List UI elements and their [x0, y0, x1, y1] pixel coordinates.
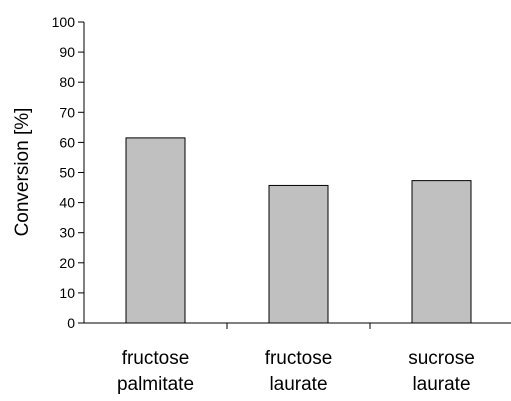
y-tick-label: 100 — [52, 14, 76, 30]
x-category-label: sucrose — [408, 348, 475, 369]
y-tick-label: 0 — [67, 315, 75, 331]
y-tick-label: 40 — [59, 195, 75, 211]
y-tick-label: 10 — [59, 285, 75, 301]
y-tick-label: 60 — [59, 134, 75, 150]
x-category-label: laurate — [269, 374, 327, 395]
x-category-label: fructose — [265, 348, 333, 369]
x-category-label: fructose — [122, 348, 190, 369]
y-tick-label: 70 — [59, 104, 75, 120]
y-tick-label: 80 — [59, 74, 75, 90]
y-tick-label: 30 — [59, 225, 75, 241]
bar-1 — [268, 184, 329, 324]
y-tick-label: 90 — [59, 44, 75, 60]
x-category-label: palmitate — [117, 374, 194, 395]
plot-area: 0 10 20 30 40 50 60 70 80 90 100 fructose palmitate f… — [52, 14, 511, 395]
y-axis-title-group: Conversion [%] — [12, 108, 33, 237]
y-tick-label: 20 — [59, 255, 75, 271]
bar-0 — [125, 137, 186, 324]
y-axis-title: Conversion [%] — [12, 108, 33, 237]
bar-2 — [411, 180, 472, 324]
x-category-label: laurate — [412, 374, 470, 395]
y-tick-label: 50 — [59, 165, 75, 181]
